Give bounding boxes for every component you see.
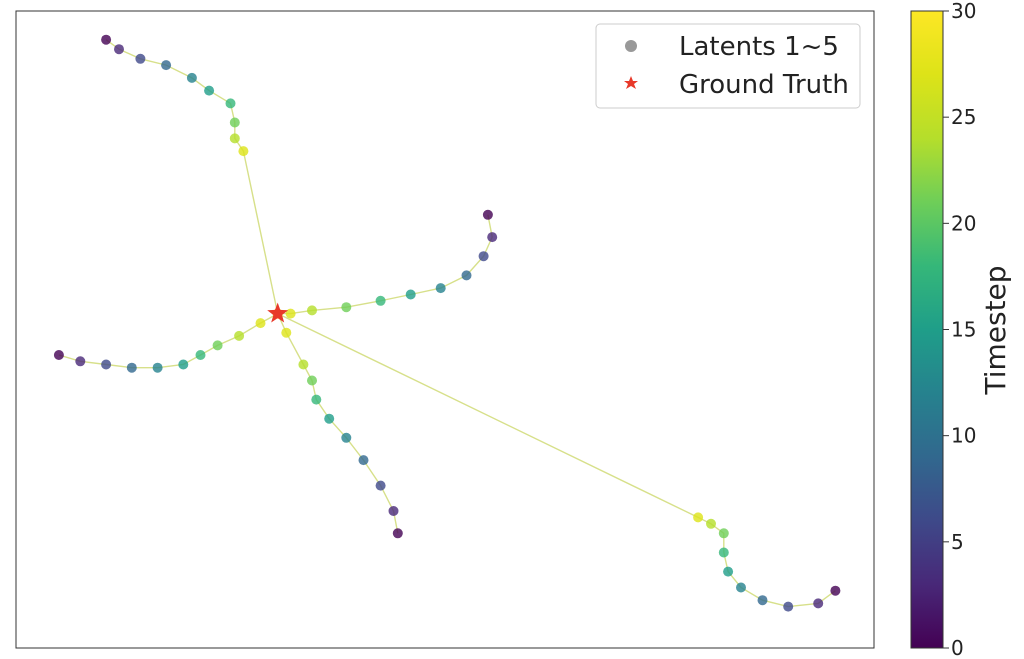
colorbar-tick-label: 15 xyxy=(951,318,976,342)
trajectory-point xyxy=(178,359,189,370)
trajectory-point xyxy=(435,283,446,294)
trajectory-point xyxy=(101,359,112,370)
colorbar-tick-label: 10 xyxy=(951,424,976,448)
trajectory-point xyxy=(75,356,86,367)
trajectory-point xyxy=(126,362,137,373)
legend-box xyxy=(595,23,861,109)
trajectory-point xyxy=(736,582,746,593)
trajectory-point xyxy=(813,598,824,609)
trajectory-point xyxy=(461,270,472,281)
trajectory-point xyxy=(229,117,240,128)
trajectory-point xyxy=(311,394,322,405)
colorbar-tick-label: 25 xyxy=(951,105,976,129)
trajectory-point xyxy=(234,330,245,341)
legend-latents-label: Latents 1~5 xyxy=(679,32,839,62)
trajectory-point xyxy=(718,547,729,558)
trajectory-point xyxy=(706,518,716,529)
legend-gt-label: Ground Truth xyxy=(679,70,849,100)
trajectory-point xyxy=(152,362,163,373)
trajectory-points xyxy=(53,34,841,612)
trajectory-point xyxy=(135,53,146,64)
colorbar-tick-label: 20 xyxy=(951,211,976,235)
trajectory-point xyxy=(161,60,172,71)
trajectory-point xyxy=(229,133,240,144)
legend: Latents 1~5 Ground Truth xyxy=(595,23,861,109)
plot-area xyxy=(15,10,875,649)
trajectory-point xyxy=(204,85,215,96)
colorbar-gradient xyxy=(910,10,944,649)
trajectory-point xyxy=(212,340,223,351)
trajectory-point xyxy=(757,595,768,606)
trajectory-point xyxy=(487,232,498,243)
ground-truth-layer xyxy=(267,302,289,323)
legend-latents-marker xyxy=(625,40,637,52)
trajectory-point xyxy=(478,251,489,262)
trajectory-point xyxy=(375,480,386,491)
colorbar-tick-label: 5 xyxy=(951,530,964,554)
trajectory-point xyxy=(238,146,249,157)
colorbar-ticks: 0 5 10 15 20 25 30 xyxy=(943,0,976,659)
trajectory-point xyxy=(101,34,112,45)
trajectory-point xyxy=(388,506,399,516)
trajectory-point xyxy=(307,375,317,386)
colorbar-tick-label: 30 xyxy=(951,0,976,23)
trajectory-point xyxy=(341,302,352,313)
trajectory-point xyxy=(53,350,64,360)
trajectory-point xyxy=(482,209,493,220)
colorbar-tick-label: 0 xyxy=(951,636,964,659)
ground-truth-star xyxy=(267,302,289,323)
trajectory-point xyxy=(324,413,335,424)
trajectory-point xyxy=(405,289,416,300)
trajectory-point xyxy=(375,295,386,306)
trajectory-point xyxy=(281,327,292,338)
trajectory-point xyxy=(307,305,317,316)
trajectory-point xyxy=(723,566,734,577)
trajectory-point xyxy=(225,98,236,109)
trajectory-point xyxy=(783,601,794,612)
colorbar: 0 5 10 15 20 25 30 Timestep xyxy=(910,0,1012,659)
trajectory-point xyxy=(186,72,197,83)
trajectory-point xyxy=(341,432,352,443)
legend-gt-marker xyxy=(624,76,638,89)
trajectory-point xyxy=(830,585,841,596)
trajectory-point xyxy=(298,359,309,370)
trajectory-point xyxy=(718,528,729,539)
trajectory-point xyxy=(114,44,124,55)
trajectory-point xyxy=(693,512,704,523)
trajectory-point xyxy=(285,308,296,319)
trajectory-point xyxy=(255,318,266,329)
colorbar-label: Timestep xyxy=(979,265,1012,395)
trajectory-point xyxy=(195,350,206,360)
trajectory-point xyxy=(392,528,403,539)
trajectory-point xyxy=(358,455,369,466)
